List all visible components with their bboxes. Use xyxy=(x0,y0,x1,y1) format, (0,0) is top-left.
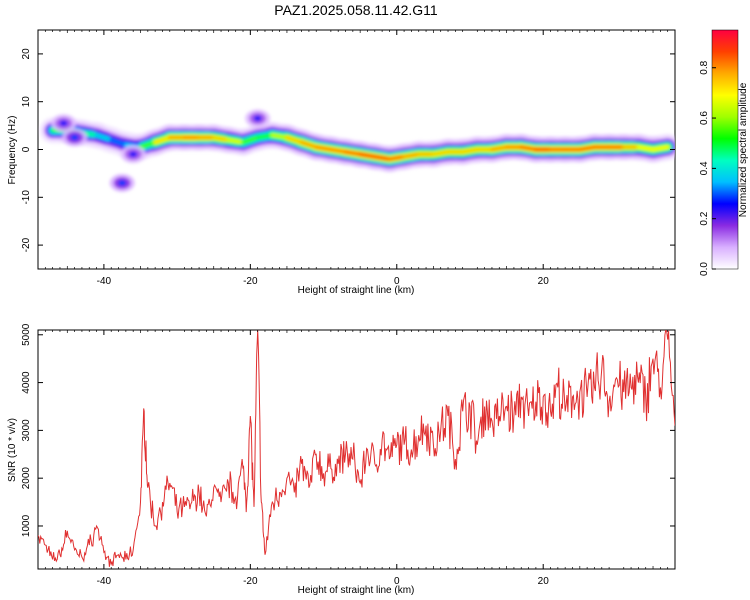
colorbar-ticks: 0.0 0.2 0.4 0.6 0.8 xyxy=(699,60,716,276)
snr-y-tick-label: 1000 xyxy=(21,514,32,537)
ridge-segment xyxy=(109,138,128,147)
snr-y-tick-label: 4000 xyxy=(21,371,32,394)
ridge-segment xyxy=(270,133,289,140)
ridge-segment xyxy=(373,154,392,161)
spectrogram-x-tick-label: 0 xyxy=(394,276,400,287)
colorbar-tick-label: 0.4 xyxy=(699,161,710,175)
ridge-segment xyxy=(94,133,113,142)
snr-series-line xyxy=(38,330,675,567)
spectral-blob xyxy=(118,179,127,186)
ridge-segment xyxy=(343,150,362,157)
colorbar-tick-label: 0.0 xyxy=(699,262,710,276)
snr-x-tick-label: 20 xyxy=(538,576,550,587)
spectrogram-x-tick-label: -40 xyxy=(97,276,112,287)
snr-y-tick-label: 3000 xyxy=(21,419,32,442)
spectrogram-y-tick-label: 10 xyxy=(21,96,32,108)
spectrogram-x-tick-label: 20 xyxy=(538,276,550,287)
snr-x-axis-label: Height of straight line (km) xyxy=(298,585,415,596)
ridge-segment xyxy=(578,145,597,152)
ridge-segment xyxy=(285,135,304,145)
snr-y-axis-label: SNR (10 * v/v) xyxy=(7,418,18,482)
ridge-segment xyxy=(153,135,172,145)
snr-x-tick-label: 0 xyxy=(394,576,400,587)
chart-title: PAZ1.2025.058.11.42.G11 xyxy=(274,2,438,18)
colorbar-tick-label: 0.6 xyxy=(699,111,710,125)
spectral-blob xyxy=(70,134,79,141)
ridge-segment xyxy=(314,145,333,152)
ridge-segment xyxy=(460,147,480,154)
ridge-segment xyxy=(431,150,450,157)
ridge-segment xyxy=(651,145,670,152)
snr-x-tick-label: -40 xyxy=(97,576,112,587)
spectrogram-y-tick-label: -10 xyxy=(21,190,32,205)
ridge-segment xyxy=(138,140,157,149)
spectrogram-y-axis-label: Frequency (Hz) xyxy=(7,116,18,185)
spectral-blob xyxy=(253,115,262,122)
colorbar: 0.0 0.2 0.4 0.6 0.8 Normalized spectral ampl… xyxy=(699,29,749,276)
ridge-segment xyxy=(358,152,377,159)
spectrogram-y-tick-label: 0 xyxy=(21,146,32,152)
ridge-segment xyxy=(299,140,318,149)
ridge-segment xyxy=(241,135,260,145)
ridge-segment xyxy=(402,152,421,159)
colorbar-tick-label: 0.8 xyxy=(699,60,710,74)
ridge-segment xyxy=(490,145,509,152)
snr-y-tick-label: 5000 xyxy=(21,323,32,346)
colorbar-tick-label: 0.2 xyxy=(699,211,710,225)
snr-panel: -40 -20 0 20 1000 2000 3000 4000 5000 Height of … xyxy=(7,323,676,596)
snr-frame xyxy=(37,329,676,570)
spectrogram-heat-layer xyxy=(39,109,675,192)
ridge-segment xyxy=(211,135,231,142)
ridge-segment xyxy=(329,147,348,154)
ridge-segment xyxy=(226,138,245,145)
spectrogram-x-tick-label: -20 xyxy=(243,276,258,287)
spectrogram-axes: -40 -20 0 20 20 10 0 -10 -20 xyxy=(21,30,676,287)
spectral-blob xyxy=(128,151,138,158)
ridge-segment xyxy=(636,145,655,152)
snr-x-tick-label: -20 xyxy=(243,576,258,587)
spectrogram-x-axis-label: Height of straight line (km) xyxy=(298,285,415,296)
spectrogram-panel: -40 -20 0 20 20 10 0 -10 -20 Height of straight … xyxy=(7,29,676,296)
ridge-segment xyxy=(255,133,275,140)
ridge-segment xyxy=(387,154,406,161)
snr-axes: -40 -20 0 20 1000 2000 3000 4000 5000 xyxy=(21,323,676,587)
spectrogram-y-tick-label: -20 xyxy=(21,237,32,252)
spectral-blob xyxy=(59,120,68,127)
spectrogram-y-tick-label: 20 xyxy=(21,48,32,60)
colorbar-label: Normalized spectral amplitude xyxy=(738,82,749,217)
snr-y-tick-label: 2000 xyxy=(21,467,32,490)
ridge-segment xyxy=(519,145,538,152)
colorbar-gradient xyxy=(711,29,739,270)
